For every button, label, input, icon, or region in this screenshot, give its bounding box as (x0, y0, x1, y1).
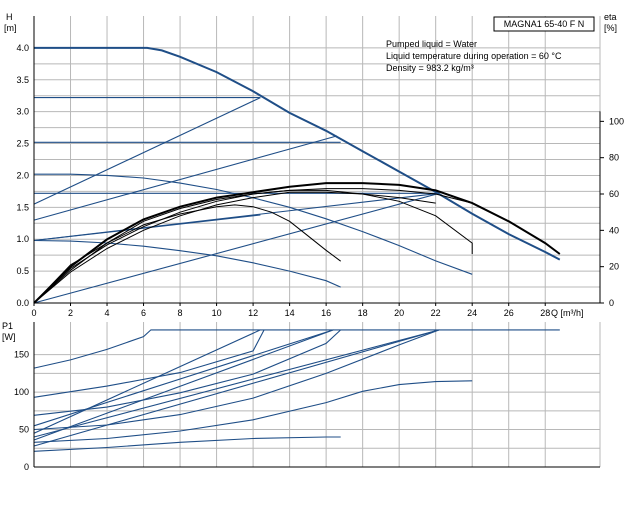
y-left-tick-label-bottom: 100 (14, 387, 29, 397)
y-left-tick-label-bottom: 0 (24, 462, 29, 472)
head-curve-6 (33, 97, 261, 205)
power-curves (33, 329, 560, 452)
y-left-unit-top: [m] (4, 23, 17, 33)
y-right-tick-label: 80 (609, 153, 619, 163)
y-right-unit: [%] (604, 23, 617, 33)
y-left-tick-label: 3.0 (16, 107, 29, 117)
top-grid (33, 16, 601, 304)
head-curve-0 (34, 46, 561, 261)
x-tick-label: 28 (540, 308, 550, 318)
x-tick-label: 12 (248, 308, 258, 318)
x-tick-label: 16 (321, 308, 331, 318)
power-curve-0 (33, 329, 560, 369)
y-left-tick-label: 2.5 (16, 139, 29, 149)
y-left-tick-label: 0.0 (16, 298, 29, 308)
y-left-tick-label: 0.5 (16, 266, 29, 276)
y-left-tick-label-bottom: 50 (19, 425, 29, 435)
power-curve-6 (33, 329, 261, 434)
head-curve-5 (33, 239, 341, 288)
info-line-1: Pumped liquid = Water (386, 39, 477, 49)
y-left-label-top: H (6, 12, 13, 22)
x-tick-label: 20 (394, 308, 404, 318)
x-tick-label: 18 (358, 308, 368, 318)
eta-curve-0 (33, 204, 341, 304)
y-left-label-bottom: P1 (2, 321, 13, 331)
y-right-tick-label: 40 (609, 225, 619, 235)
y-right-tick-label: 60 (609, 189, 619, 199)
eta-curve-3 (33, 188, 561, 304)
x-tick-label: 2 (68, 308, 73, 318)
y-right-tick-label: 0 (609, 298, 614, 308)
power-curve-1 (33, 329, 265, 398)
efficiency-curves (33, 182, 561, 304)
info-line-3: Density = 983.2 kg/m³ (386, 63, 474, 73)
power-curve-8 (33, 329, 440, 447)
power-curve-5 (33, 436, 341, 452)
x-axis-label: Q [m³/h] (551, 308, 584, 318)
model-label: MAGNA1 65-40 F N (504, 19, 585, 29)
head-curve-7 (33, 135, 338, 221)
power-curve-2 (33, 329, 342, 416)
x-tick-label: 10 (212, 308, 222, 318)
x-tick-label: 24 (467, 308, 477, 318)
model-label-box (493, 16, 595, 32)
power-curve-3 (33, 329, 440, 431)
x-tick-label: 14 (285, 308, 295, 318)
y-right-label: eta (604, 12, 617, 22)
y-left-tick-label: 1.0 (16, 234, 29, 244)
y-right-tick-label: 20 (609, 262, 619, 272)
info-line-2: Liquid temperature during operation = 60… (386, 51, 562, 61)
power-curve-9 (33, 329, 334, 427)
y-right-tick-label: 100 (609, 116, 624, 126)
power-curve-10 (33, 329, 440, 438)
head-curve-9 (33, 214, 261, 242)
y-left-tick-label-bottom: 150 (14, 350, 29, 360)
x-tick-label: 6 (141, 308, 146, 318)
y-left-tick-label: 1.5 (16, 202, 29, 212)
y-left-unit-bottom: [W] (2, 332, 16, 342)
x-tick-label: 22 (431, 308, 441, 318)
head-curve-10 (33, 192, 440, 304)
x-tick-label: 0 (31, 308, 36, 318)
y-left-tick-label: 4.0 (16, 43, 29, 53)
eta-curve-4 (33, 191, 436, 304)
tick-labels: 0 2 4 6 8 10 12 14 16 18 20 22 24 26 280.00.51.01.52.0… (14, 16, 624, 472)
x-tick-label: 4 (105, 308, 110, 318)
x-tick-label: 8 (178, 308, 183, 318)
y-left-tick-label: 2.0 (16, 170, 29, 180)
x-tick-label: 26 (504, 308, 514, 318)
power-curve-4 (33, 380, 473, 443)
power-curve-7 (33, 329, 334, 441)
y-left-tick-label: 3.5 (16, 75, 29, 85)
